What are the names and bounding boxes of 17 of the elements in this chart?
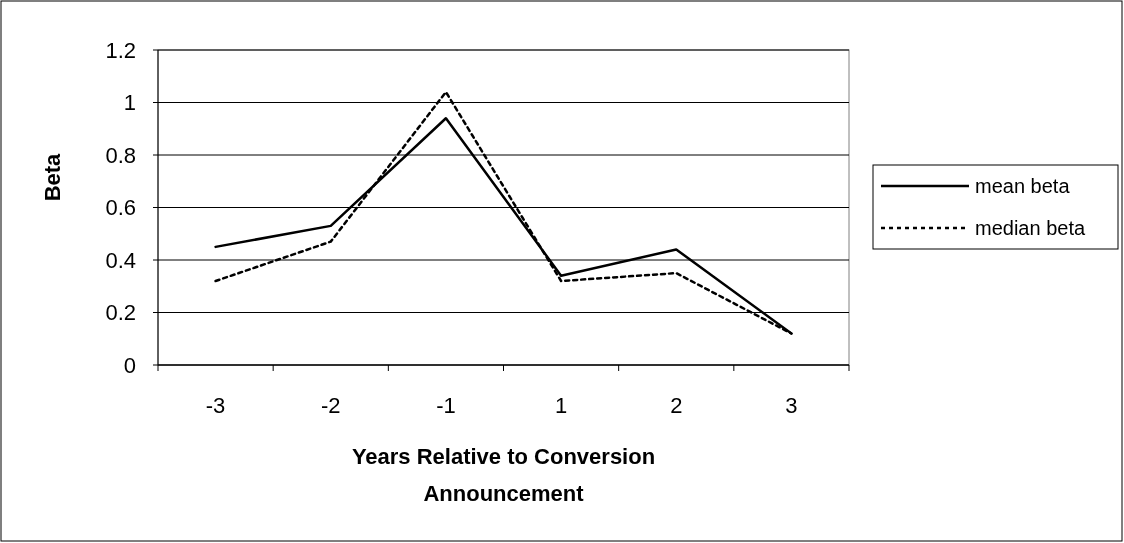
y-tick-label: 0.2 [105, 300, 136, 326]
x-tick-label: -1 [436, 393, 456, 418]
legend-label: mean beta [975, 175, 1071, 197]
y-tick-label: 1 [123, 90, 136, 116]
x-tick-label: -3 [205, 393, 226, 418]
y-tick-label: 1.2 [105, 37, 136, 63]
x-axis-title: Years Relative to Conversion Announcement [351, 444, 656, 506]
x-tick-label: 1 [554, 393, 568, 418]
y-tick-label: 0.4 [105, 247, 136, 273]
x-tick-label: 2 [670, 393, 683, 418]
x-tick-label: 3 [785, 393, 798, 418]
x-tick-label: -2 [320, 393, 341, 418]
y-tick-label: 0.8 [105, 142, 136, 168]
y-tick-label: 0 [123, 352, 136, 378]
legend-label: median beta [975, 217, 1086, 239]
y-axis-title: Beta [40, 152, 65, 202]
y-tick-label: 0.6 [105, 195, 136, 221]
